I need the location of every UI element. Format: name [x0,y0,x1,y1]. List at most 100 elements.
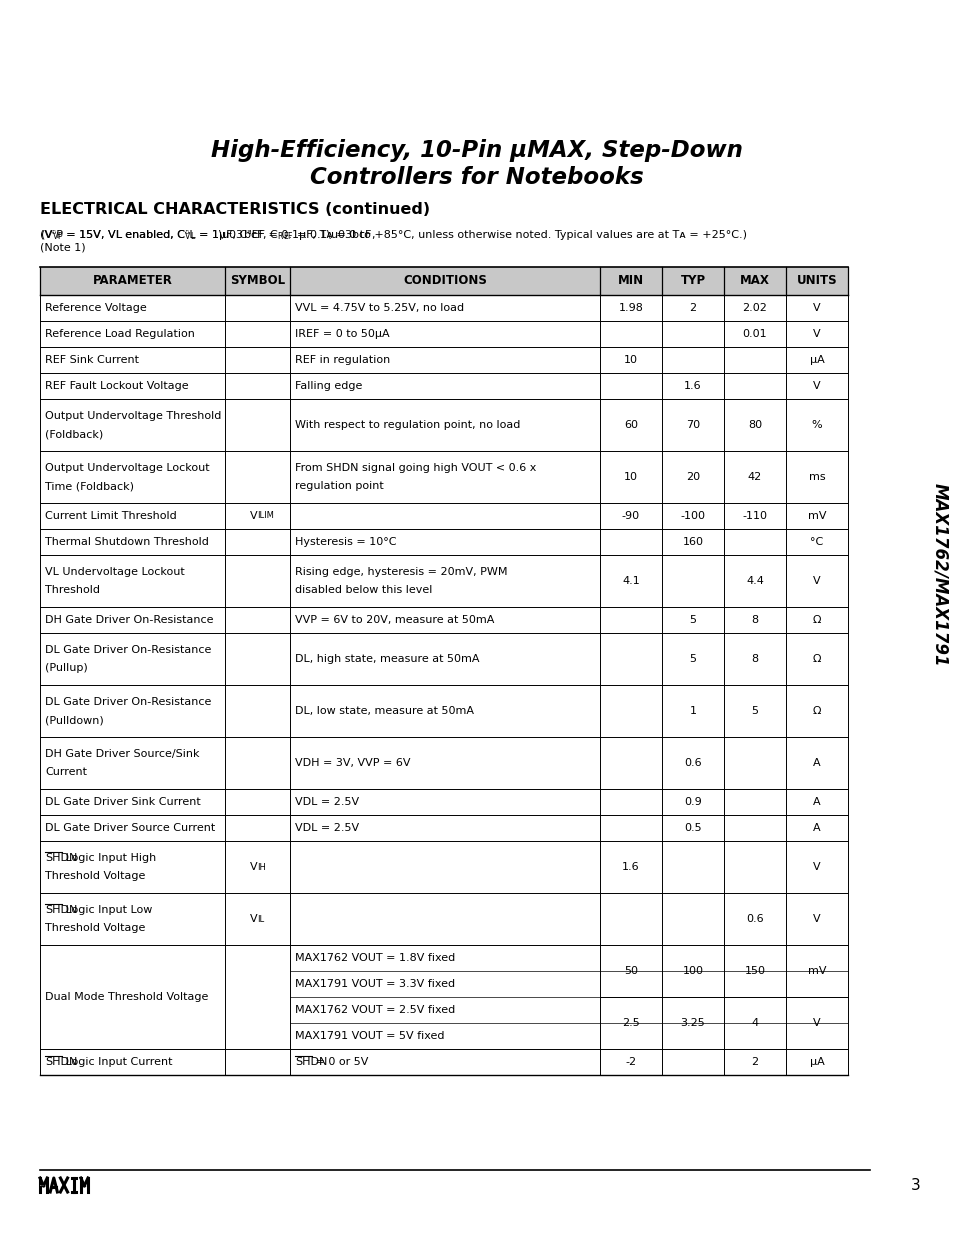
Text: regulation point: regulation point [294,482,383,492]
Text: 50: 50 [623,966,638,976]
Text: MAX1762 VOUT = 2.5V fixed: MAX1762 VOUT = 2.5V fixed [294,1005,455,1015]
Text: 8: 8 [751,655,758,664]
Text: 20: 20 [685,472,700,482]
Text: Controllers for Notebooks: Controllers for Notebooks [310,165,643,189]
Text: Threshold: Threshold [45,585,100,595]
Text: REF Sink Current: REF Sink Current [45,354,139,366]
Text: SHDN: SHDN [294,1057,327,1067]
Text: DH Gate Driver On-Resistance: DH Gate Driver On-Resistance [45,615,213,625]
Text: DL, high state, measure at 50mA: DL, high state, measure at 50mA [294,655,479,664]
Text: REF in regulation: REF in regulation [294,354,390,366]
Text: -110: -110 [741,511,767,521]
Text: VL Undervoltage Lockout: VL Undervoltage Lockout [45,567,185,577]
Text: Current Limit Threshold: Current Limit Threshold [45,511,176,521]
Text: MAX: MAX [740,274,769,288]
Text: MAX1791 VOUT = 3.3V fixed: MAX1791 VOUT = 3.3V fixed [294,979,455,989]
Text: Threshold Voltage: Threshold Voltage [45,872,145,882]
Text: High-Efficiency, 10-Pin μMAX, Step-Down: High-Efficiency, 10-Pin μMAX, Step-Down [211,138,742,162]
Text: MAX1791 VOUT = 5V fixed: MAX1791 VOUT = 5V fixed [294,1031,444,1041]
Text: VVL = 4.75V to 5.25V, no load: VVL = 4.75V to 5.25V, no load [294,303,464,312]
Text: V: V [812,382,820,391]
Text: Ω: Ω [812,655,821,664]
Text: PARAMETER: PARAMETER [92,274,172,288]
Text: (Foldback): (Foldback) [45,430,103,440]
Text: Threshold Voltage: Threshold Voltage [45,924,145,934]
Text: °C: °C [809,537,822,547]
Text: 80: 80 [747,420,761,430]
Text: V: V [812,329,820,338]
Text: VVP = 6V to 20V, measure at 50mA: VVP = 6V to 20V, measure at 50mA [294,615,494,625]
Text: Thermal Shutdown Threshold: Thermal Shutdown Threshold [45,537,209,547]
Text: μA: μA [809,1057,823,1067]
Text: = 0 or 5V: = 0 or 5V [312,1057,368,1067]
Text: (V$_{\mathregular{VP}}$ = 15V, VL enabled, C$_{\mathregular{VL}}$ = 1\u03bcF, C$: (V$_{\mathregular{VP}}$ = 15V, VL enable… [40,228,376,242]
Text: 2: 2 [751,1057,758,1067]
Text: 2.5: 2.5 [621,1018,639,1028]
Text: 1.98: 1.98 [618,303,642,312]
Text: 4.1: 4.1 [621,576,639,585]
Text: 100: 100 [681,966,702,976]
Text: DL Gate Driver On-Resistance: DL Gate Driver On-Resistance [45,697,212,706]
Text: DH Gate Driver Source/Sink: DH Gate Driver Source/Sink [45,748,199,758]
Text: MAX1762/MAX1791: MAX1762/MAX1791 [930,483,948,667]
Text: DL Gate Driver Sink Current: DL Gate Driver Sink Current [45,797,200,806]
Text: 0.5: 0.5 [683,823,701,832]
Text: Logic Input High: Logic Input High [62,852,155,862]
Text: DL, low state, measure at 50mA: DL, low state, measure at 50mA [294,706,474,716]
Text: V: V [250,914,257,924]
Text: Ω: Ω [812,706,821,716]
Text: 1: 1 [689,706,696,716]
Text: A: A [812,758,820,768]
Text: -100: -100 [679,511,705,521]
Text: REF Fault Lockout Voltage: REF Fault Lockout Voltage [45,382,189,391]
Text: SYMBOL: SYMBOL [230,274,285,288]
Text: V: V [812,1018,820,1028]
Text: 1.6: 1.6 [683,382,701,391]
Text: 2.02: 2.02 [741,303,766,312]
Text: Ω: Ω [812,615,821,625]
Text: 4: 4 [751,1018,758,1028]
Text: 8: 8 [751,615,758,625]
Text: SHDN: SHDN [45,1057,77,1067]
Text: Current: Current [45,767,87,777]
Text: V: V [812,914,820,924]
Text: Logic Input Low: Logic Input Low [62,905,152,915]
Text: A: A [812,797,820,806]
Text: Logic Input Current: Logic Input Current [62,1057,172,1067]
Text: CONDITIONS: CONDITIONS [402,274,486,288]
Text: VDL = 2.5V: VDL = 2.5V [294,823,358,832]
Text: 10: 10 [623,472,638,482]
Text: With respect to regulation point, no load: With respect to regulation point, no loa… [294,420,519,430]
Text: ms: ms [808,472,824,482]
Text: Dual Mode Threshold Voltage: Dual Mode Threshold Voltage [45,992,208,1002]
Text: MIN: MIN [618,274,643,288]
Text: Falling edge: Falling edge [294,382,362,391]
Text: V: V [812,576,820,585]
Text: ILIM: ILIM [257,511,274,520]
Text: VDL = 2.5V: VDL = 2.5V [294,797,358,806]
Text: DL Gate Driver Source Current: DL Gate Driver Source Current [45,823,215,832]
Text: (Pullup): (Pullup) [45,663,88,673]
Text: Output Undervoltage Threshold: Output Undervoltage Threshold [45,411,221,421]
Text: (Note 1): (Note 1) [40,243,86,253]
Text: mV: mV [807,511,825,521]
Text: 3.25: 3.25 [679,1018,704,1028]
Text: TYP: TYP [679,274,705,288]
Text: ELECTRICAL CHARACTERISTICS (continued): ELECTRICAL CHARACTERISTICS (continued) [40,203,430,217]
Text: Output Undervoltage Lockout: Output Undervoltage Lockout [45,463,210,473]
Text: 5: 5 [751,706,758,716]
Text: -90: -90 [621,511,639,521]
Bar [40,267,847,295]
Text: 5: 5 [689,655,696,664]
Text: Reference Load Regulation: Reference Load Regulation [45,329,194,338]
Text: mV: mV [807,966,825,976]
Text: 5: 5 [689,615,696,625]
Text: From SHDN signal going high VOUT < 0.6 x: From SHDN signal going high VOUT < 0.6 x [294,463,536,473]
Text: IREF = 0 to 50μA: IREF = 0 to 50μA [294,329,389,338]
Text: 0.9: 0.9 [683,797,701,806]
Text: V: V [250,862,257,872]
Text: V: V [250,511,257,521]
Text: IL: IL [257,914,264,924]
Text: 1.6: 1.6 [621,862,639,872]
Text: 3: 3 [910,1177,920,1193]
